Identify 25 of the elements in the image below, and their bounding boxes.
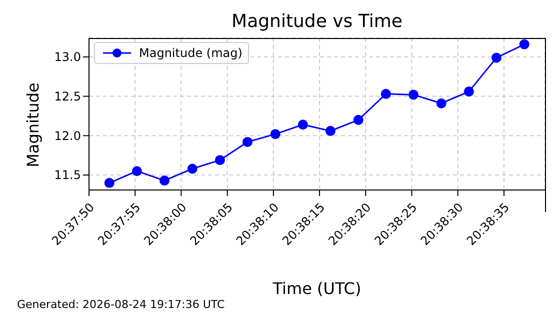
point (519, 39, 530, 50)
point (464, 86, 474, 97)
legend-label: Magnitude (mag) (139, 46, 242, 60)
point (242, 136, 252, 147)
text: Generated: 2026-08-24 19:17:36 UTC (17, 298, 225, 311)
point (491, 52, 502, 63)
point (325, 126, 336, 136)
y-axis-title: Magnitude (24, 82, 42, 168)
point (187, 164, 198, 174)
point (298, 120, 308, 130)
point (214, 155, 225, 166)
y-tick-label: 12.5 (54, 89, 81, 104)
point (159, 176, 170, 186)
point (408, 90, 418, 100)
y-tick-label: 12.0 (54, 128, 81, 143)
point (132, 166, 142, 176)
chart-title: Magnitude vs Time (230, 11, 404, 32)
y-tick-label: 11.5 (54, 168, 81, 182)
point (380, 88, 391, 99)
point (353, 114, 364, 125)
point (270, 129, 280, 140)
y-tick-label: 13.0 (54, 50, 81, 64)
point (436, 98, 446, 108)
point (104, 178, 114, 188)
x-axis-title: Time (UTC) (272, 279, 362, 298)
